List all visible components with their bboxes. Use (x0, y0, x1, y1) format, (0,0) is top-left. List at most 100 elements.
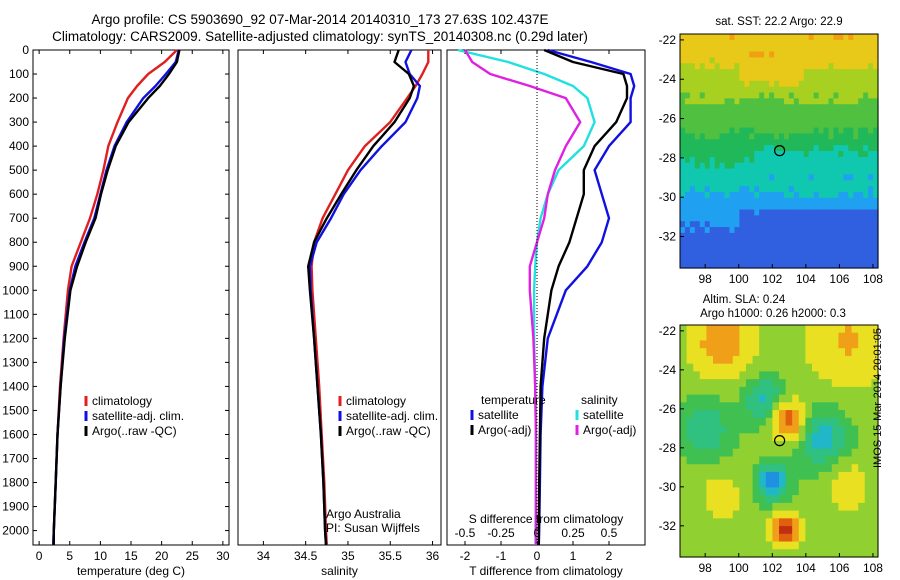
sst-map-cell (813, 162, 820, 170)
sla-map-cell (699, 425, 707, 434)
sla-map-cell (838, 386, 846, 396)
sst-map-cell (833, 139, 839, 146)
sst-map-cell (739, 104, 745, 111)
sla-map-cell (752, 464, 760, 473)
sla-map-cell (686, 441, 694, 450)
sla-map-cell (706, 456, 714, 465)
sst-map-cell (714, 221, 721, 228)
sst-map-cell (779, 215, 785, 222)
difference-profile-xtick-label: -1 (496, 549, 507, 563)
sst-map-cell (759, 39, 765, 47)
sla-map-cell (838, 487, 846, 496)
sla-map-cell (792, 471, 800, 481)
sla-map-cell (739, 502, 747, 512)
sst-map-cell (694, 221, 701, 228)
sla-map-cell (792, 526, 800, 535)
sla-map-cell (864, 533, 872, 543)
sla-map-cell (759, 510, 767, 519)
sla-map-cell (765, 541, 773, 550)
sla-map-cell (739, 325, 747, 334)
sst-map-cell (853, 133, 859, 140)
sst-map-cell (749, 221, 755, 228)
sst-map-cell (848, 227, 854, 234)
sla-map-cell (871, 518, 879, 527)
sst-map-cell (749, 104, 755, 111)
sla-map-cell (851, 526, 859, 535)
sst-map-cell (680, 250, 686, 257)
sla-map-cell (805, 456, 813, 465)
sst-map-cell (724, 121, 731, 129)
depth-tick-label: 300 (9, 115, 29, 129)
sst-map-cell (783, 156, 790, 164)
sst-map-cell (848, 209, 854, 216)
sla-map-cell (732, 417, 740, 427)
sst-map-cell (793, 51, 800, 58)
salinity-profile-series-1 (308, 49, 422, 546)
sla-map-cell (838, 526, 846, 535)
sst-map-cell (704, 115, 711, 123)
sst-map-cell (689, 98, 696, 105)
sla-map-cell (812, 433, 820, 442)
sla-map-cell (858, 533, 866, 543)
sla-map-cell (686, 518, 694, 527)
sst-map-cell (744, 145, 750, 152)
sla-map-cell (699, 487, 707, 496)
sla-map-cell (779, 348, 787, 357)
sst-map-cell (719, 104, 726, 111)
sla-map-cell (759, 502, 767, 512)
sst-map-cell (853, 186, 859, 193)
sst-map-cell (818, 203, 825, 211)
sla-map-cell (713, 371, 721, 380)
sst-map-cell (734, 133, 740, 140)
sst-map-cell (863, 174, 869, 181)
sst-map-cell (744, 121, 750, 129)
sst-map-cell (779, 34, 785, 41)
sst-map-cell (734, 145, 740, 152)
sst-map-cell (813, 51, 820, 58)
salinity-profile-xlabel: salinity (321, 564, 358, 578)
sla-map-cell (686, 386, 694, 396)
sst-map-cell (704, 139, 711, 146)
sst-map-cell (858, 145, 864, 152)
sst-map-cell (833, 250, 839, 257)
sst-map-cell (739, 63, 745, 70)
sst-map-cell (818, 174, 825, 181)
sla-map-cell (798, 526, 806, 535)
sla-map-cell (680, 410, 688, 419)
sst-map-cell (783, 180, 790, 187)
sst-map-cell (739, 139, 745, 146)
sla-map-cell (845, 425, 853, 434)
sst-map-cell (798, 156, 805, 164)
sst-map-cell (858, 63, 864, 70)
sla-map-cell (680, 487, 688, 496)
sst-map-cell (694, 180, 701, 187)
sla-map-cell (706, 502, 714, 512)
sla-map-cell (825, 394, 833, 403)
sst-map-cell (704, 98, 711, 105)
sst-map-cell (680, 69, 686, 76)
sla-map-cell (680, 518, 688, 527)
sst-map-cell (699, 168, 706, 175)
sla-map-cell (851, 340, 859, 349)
sst-map-cell (863, 98, 869, 105)
sst-map-cell (739, 39, 745, 47)
sst-map-cell (843, 215, 849, 222)
sla-map-cell (759, 348, 767, 357)
sst-map-cell (769, 98, 775, 105)
sla-map-cell (805, 448, 813, 458)
sst-map-cell (704, 86, 711, 94)
sst-map-cell (759, 250, 765, 257)
sst-map-cell (774, 145, 780, 152)
sla-map-cell (792, 355, 800, 365)
sla-map-cell (831, 363, 839, 372)
sst-map-cell (680, 51, 686, 58)
sst-map-cell (734, 51, 740, 58)
sla-map-cell (818, 502, 826, 512)
sla-map-cell (779, 340, 787, 349)
sla-map-cell (726, 502, 734, 512)
sst-map-cell (843, 139, 849, 146)
sla-map-cell (805, 549, 813, 558)
sst-map-cell (813, 191, 820, 199)
sst-map-cell (808, 45, 815, 53)
sla-map-cell (845, 348, 853, 357)
